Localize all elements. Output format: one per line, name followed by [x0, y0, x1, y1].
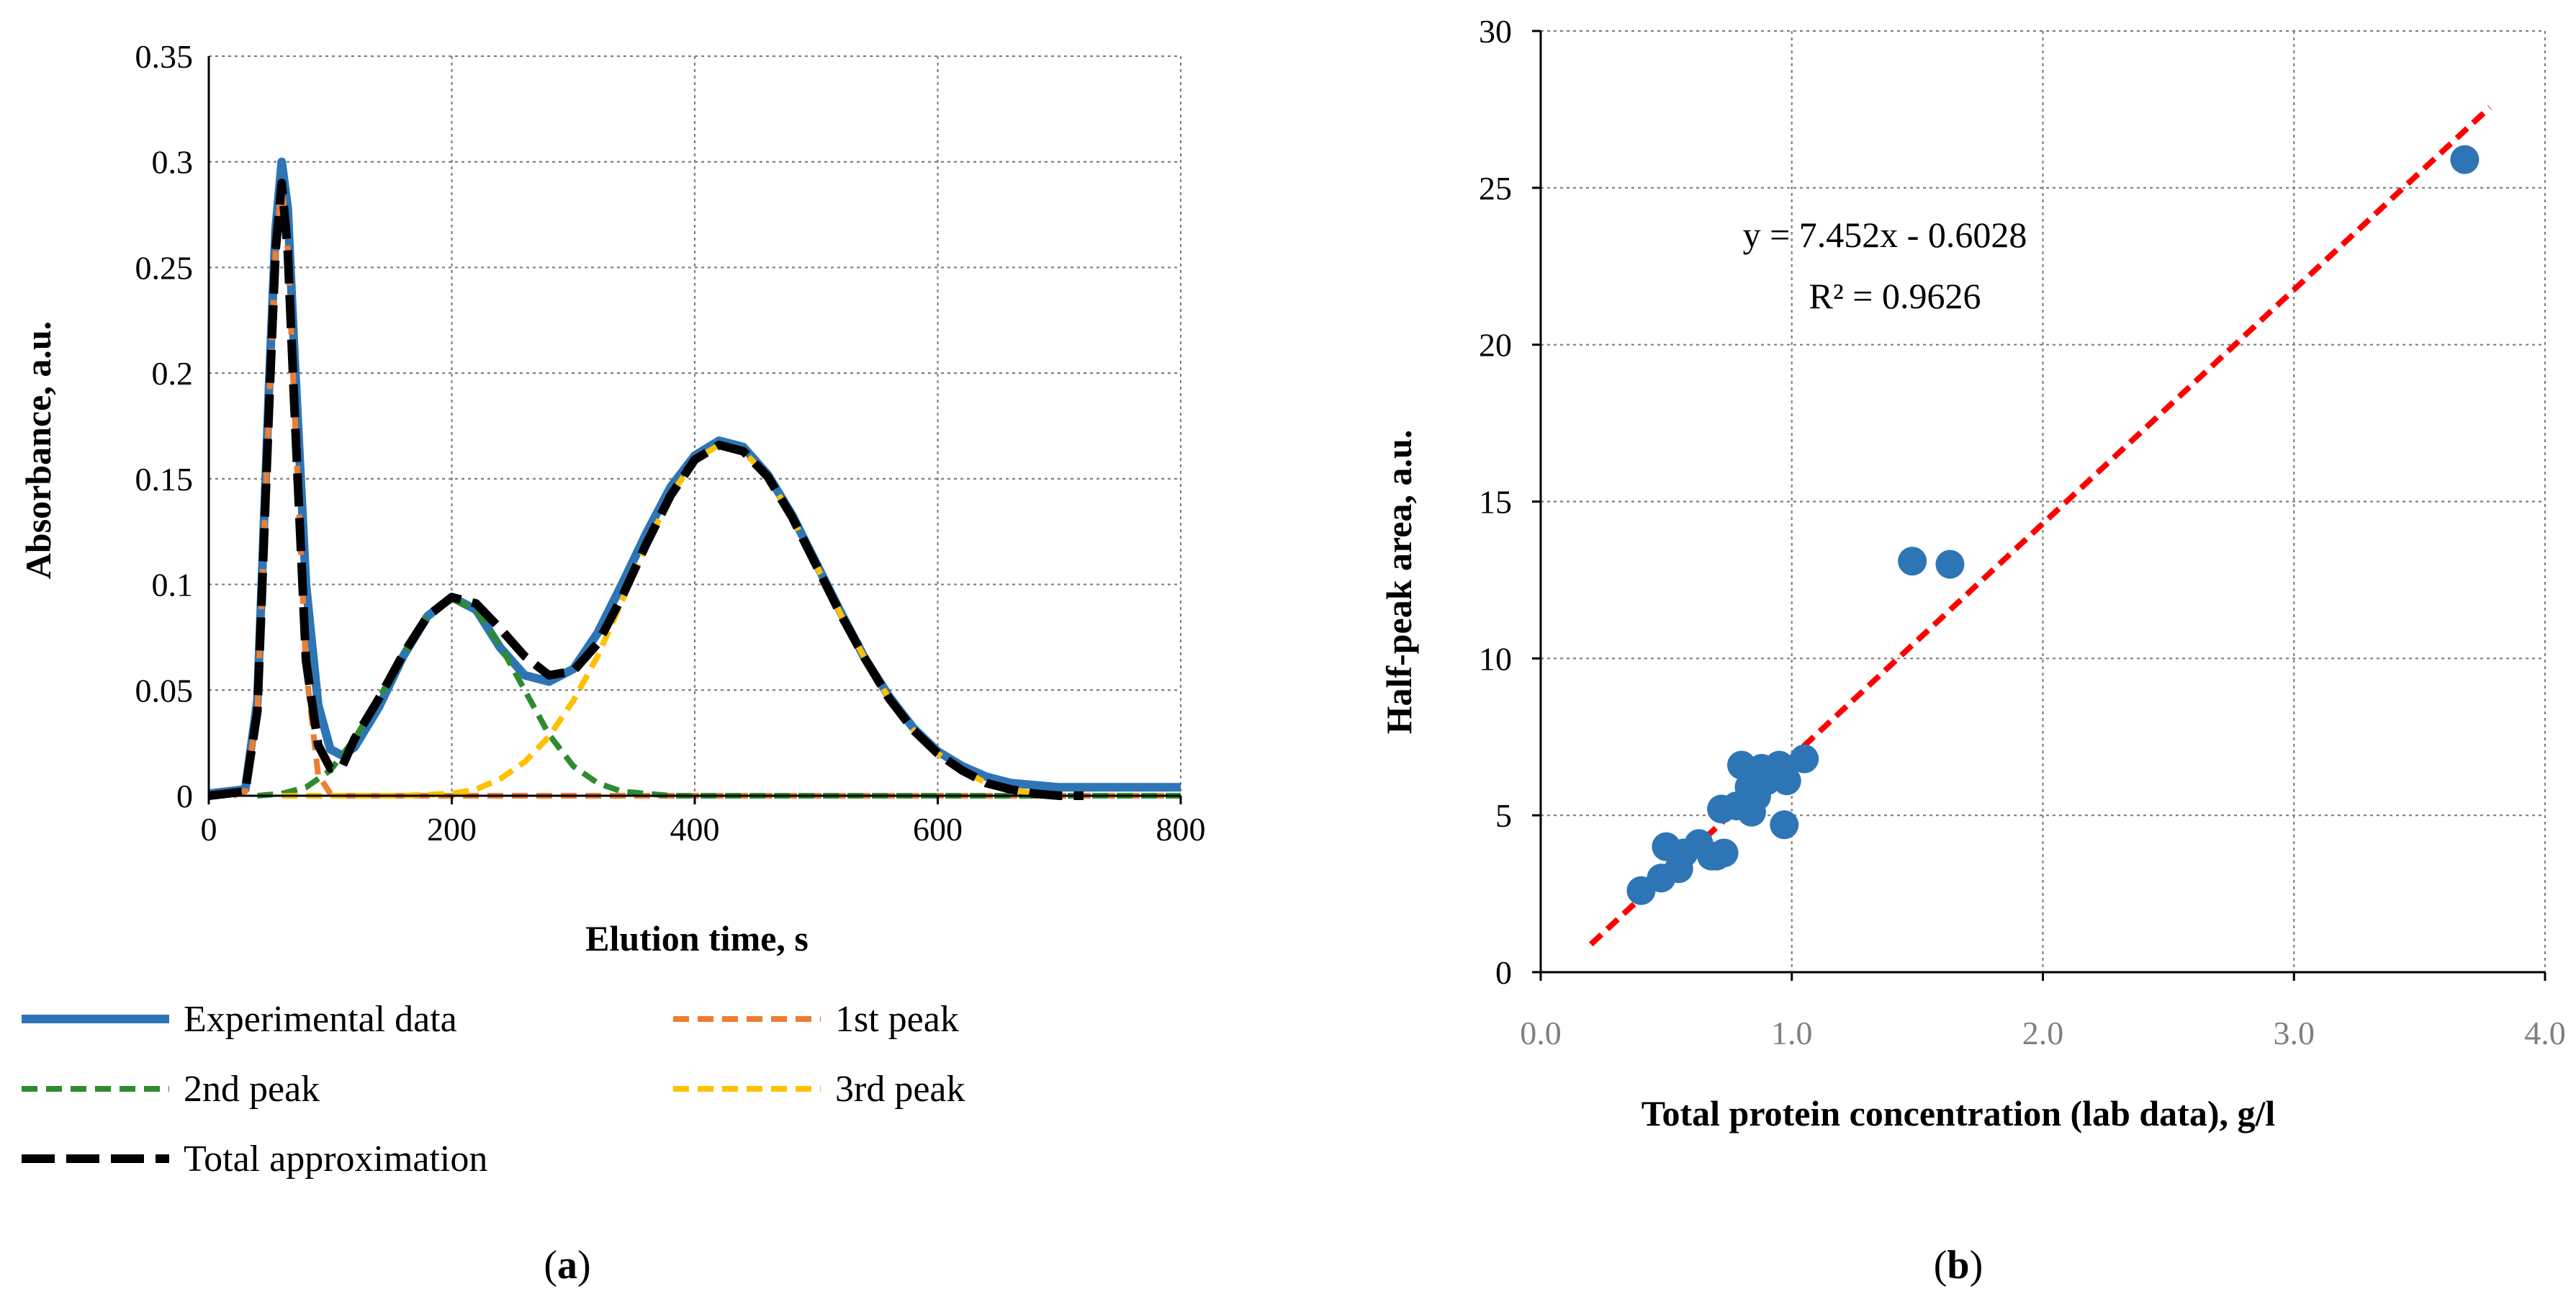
b-x-tick-label: 0.0 — [1520, 1015, 1562, 1051]
scatter-point — [1935, 549, 1965, 579]
series-line-total-approximation — [208, 179, 1084, 800]
a-y-tick-label: 0.3 — [152, 144, 194, 181]
legend-label: 2nd peak — [184, 1069, 320, 1110]
a-y-tick-label: 0.15 — [135, 461, 194, 498]
a-y-tick-label: 0.05 — [135, 672, 194, 709]
scatter-point — [1709, 838, 1739, 868]
trendline-equation: y = 7.452x - 0.6028 — [1743, 215, 2027, 255]
a-x-tick-label: 600 — [913, 811, 963, 848]
series-line-2nd-peak — [257, 596, 1181, 799]
scatter-point — [2450, 145, 2480, 174]
panel-a-tick-labels: 0 200 400 600 800 0 0.05 0.1 0.15 0.2 0.25 0.3 0.35 — [135, 38, 1206, 848]
a-y-tick-label: 0.1 — [152, 567, 194, 603]
legend-label: 1st peak — [835, 999, 959, 1040]
a-y-tick-label: 0.25 — [135, 249, 194, 286]
b-x-tick-label: 1.0 — [1771, 1015, 1813, 1051]
panel-b-x-axis-title: Total protein concentration (lab data), … — [1641, 1093, 2276, 1133]
panel-b-axes — [1532, 30, 2546, 981]
panel-a-chart: 0 200 400 600 80000.050.10.150.20.250.30.35 … — [18, 38, 1206, 1288]
b-y-tick-label: 10 — [1479, 640, 1512, 677]
b-y-tick-label: 25 — [1479, 170, 1512, 207]
scatter-point — [1772, 766, 1801, 796]
b-x-tick-label: 3.0 — [2274, 1015, 2315, 1051]
legend-label: Total approximation — [184, 1139, 487, 1180]
scatter-point — [1790, 744, 1819, 773]
b-x-tick-label: 2.0 — [2022, 1015, 2064, 1051]
legend-label: 3rd peak — [835, 1069, 965, 1110]
panel-a-y-axis-title: Absorbance, a.u. — [18, 321, 58, 579]
a-x-tick-label: 400 — [670, 811, 720, 848]
scatter-point — [1770, 810, 1799, 840]
b-y-tick-label: 15 — [1479, 484, 1512, 521]
panel-b-tick-labels: 0.0 1.0 2.0 3.0 4.0 0 5 10 15 20 25 30 — [1479, 13, 2566, 1051]
panel-b-caption: (b) — [1934, 1243, 1983, 1288]
panel-b-chart: 0.0 1.0 2.0 3.0 4.0 0 5 10 15 20 25 30 y = 7.452x -… — [1379, 13, 2566, 1288]
b-y-tick-label: 5 — [1495, 797, 1512, 834]
panel-a-x-axis-title: Elution time, s — [585, 918, 809, 958]
a-x-tick-label: 200 — [427, 811, 477, 848]
panel-a-gridlines — [209, 55, 1182, 796]
legend-label: Experimental data — [184, 999, 457, 1040]
a-y-tick-label: 0 — [176, 778, 193, 814]
trendline-r-squared: R² = 0.9626 — [1809, 276, 1981, 316]
panel-b-points — [1626, 145, 2480, 905]
panel-b-y-axis-title: Half-peak area, a.u. — [1379, 430, 1419, 735]
a-x-tick-label: 0 — [201, 811, 217, 848]
a-x-tick-label: 800 — [1156, 811, 1206, 848]
panel-a-axes — [207, 56, 1182, 804]
scatter-point — [1898, 547, 1927, 576]
a-y-tick-label: 0.2 — [152, 355, 194, 392]
series-line-1st-peak — [209, 180, 1181, 799]
panel-b-gridlines — [1541, 30, 2546, 972]
b-y-tick-label: 20 — [1479, 327, 1512, 364]
panel-a-legend: Experimental data 1st peak 2nd peak 3rd pea… — [22, 999, 965, 1180]
b-y-tick-label: 0 — [1495, 954, 1512, 991]
panel-a-caption-letter: a — [557, 1243, 577, 1288]
panel-b-caption-letter: b — [1947, 1243, 1969, 1288]
panel-a-caption: (a) — [544, 1243, 590, 1288]
a-y-tick-label: 0.35 — [135, 38, 194, 75]
b-x-tick-label: 4.0 — [2524, 1015, 2566, 1051]
b-y-tick-label: 30 — [1479, 13, 1512, 50]
